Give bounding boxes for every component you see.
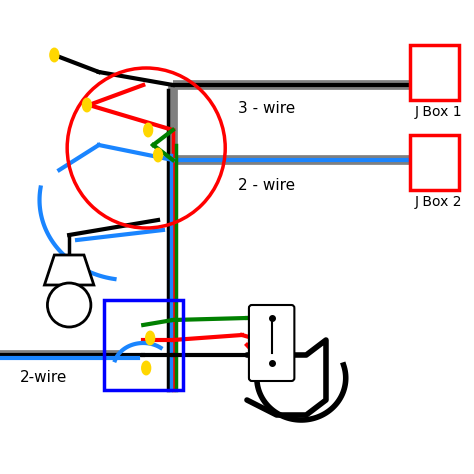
Text: 3 - wire: 3 - wire (238, 100, 295, 116)
Ellipse shape (154, 148, 163, 162)
Bar (410, 135, 459, 190)
Ellipse shape (50, 48, 59, 62)
Bar (410, 45, 459, 100)
Circle shape (47, 283, 91, 327)
Ellipse shape (142, 361, 151, 375)
FancyBboxPatch shape (249, 305, 294, 381)
Polygon shape (45, 255, 94, 285)
Text: J Box 2: J Box 2 (415, 195, 462, 209)
Text: 2-wire: 2-wire (20, 371, 67, 385)
Bar (104, 300, 183, 390)
Text: 2 - wire: 2 - wire (238, 177, 295, 192)
Ellipse shape (146, 331, 155, 345)
Ellipse shape (144, 123, 153, 137)
Ellipse shape (82, 98, 91, 112)
Text: J Box 1: J Box 1 (415, 105, 463, 119)
